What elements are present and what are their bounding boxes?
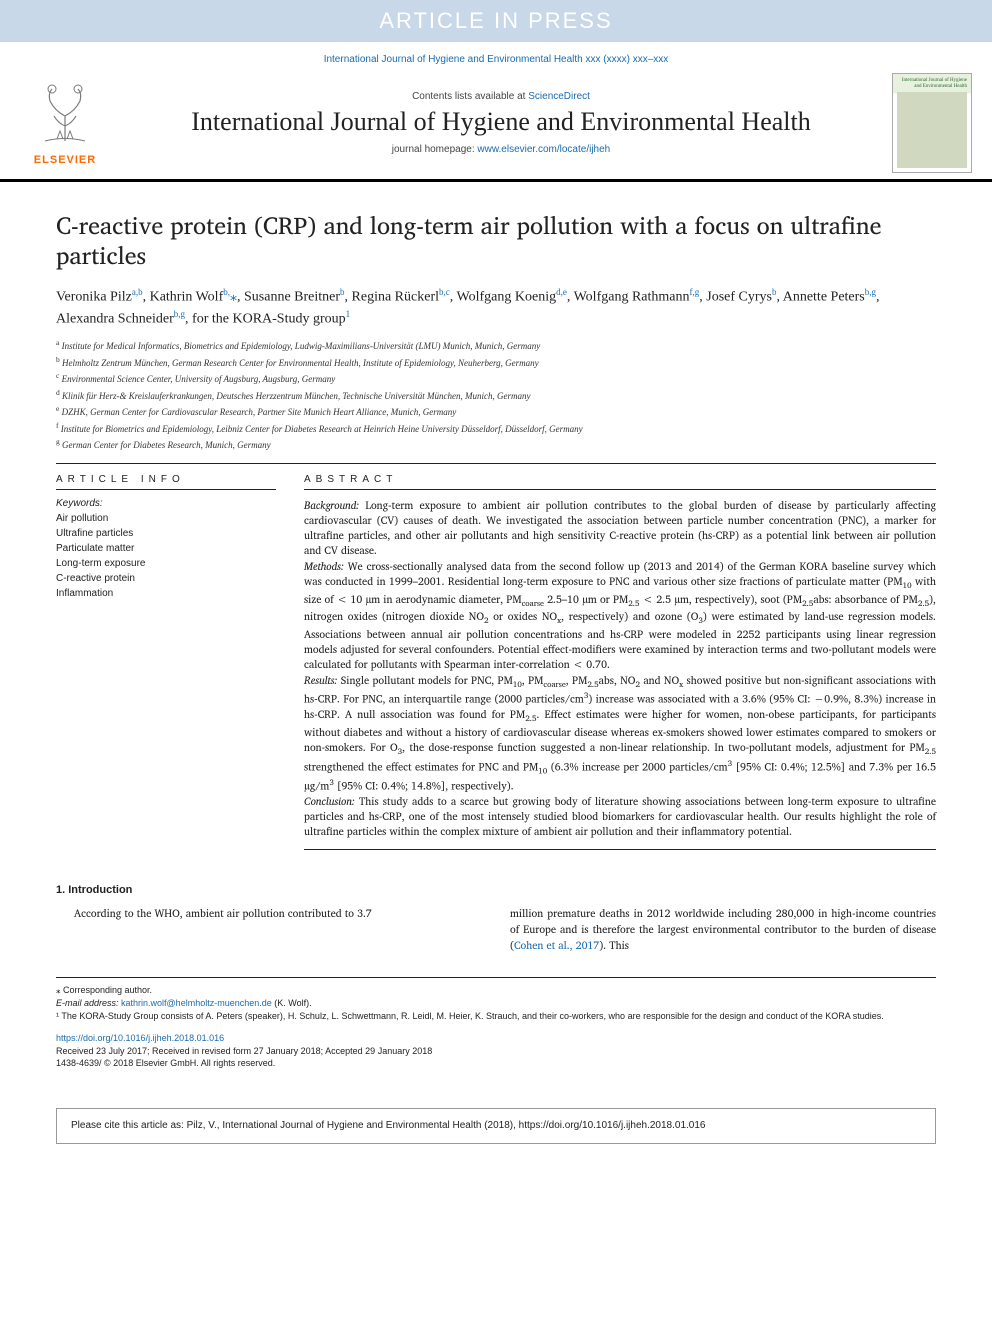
abstract-label: ABSTRACT bbox=[304, 474, 936, 485]
email-suffix: (K. Wolf). bbox=[272, 998, 312, 1008]
footnotes: ⁎ Corresponding author. E-mail address: … bbox=[56, 977, 936, 1022]
homepage-prefix: journal homepage: bbox=[392, 144, 478, 155]
affiliation-line: c Environmental Science Center, Universi… bbox=[56, 370, 936, 387]
email-line: E-mail address: kathrin.wolf@helmholtz-m… bbox=[56, 997, 936, 1010]
affiliation-line: e DZHK, German Center for Cardiovascular… bbox=[56, 403, 936, 420]
email-link[interactable]: kathrin.wolf@helmholtz-muenchen.de bbox=[121, 998, 272, 1008]
keyword: Air pollution bbox=[56, 511, 276, 526]
article-info-label: ARTICLE INFO bbox=[56, 474, 276, 485]
article-info-rule bbox=[56, 489, 276, 490]
info-abstract-row: ARTICLE INFO Keywords: Air pollutionUltr… bbox=[56, 474, 936, 858]
cover-title: International Journal of Hygiene and Env… bbox=[897, 78, 967, 89]
abstract-results: Results: Single pollutant models for PNC… bbox=[304, 673, 936, 794]
journal-header: ELSEVIER Contents lists available at Sci… bbox=[0, 73, 992, 182]
intro-right: million premature deaths in 2012 worldwi… bbox=[510, 906, 936, 953]
article-in-press-banner: ARTICLE IN PRESS bbox=[0, 0, 992, 42]
keyword: Inflammation bbox=[56, 586, 276, 601]
elsevier-label: ELSEVIER bbox=[34, 154, 96, 166]
homepage-line: journal homepage: www.elsevier.com/locat… bbox=[110, 144, 892, 155]
separator bbox=[56, 463, 936, 464]
affiliation-line: b Helmholtz Zentrum München, German Rese… bbox=[56, 354, 936, 371]
abstract-rule bbox=[304, 489, 936, 490]
keywords-list: Air pollutionUltrafine particlesParticul… bbox=[56, 511, 276, 601]
doi-block: https://doi.org/10.1016/j.ijheh.2018.01.… bbox=[56, 1032, 936, 1070]
keyword: Particulate matter bbox=[56, 541, 276, 556]
doi-link[interactable]: https://doi.org/10.1016/j.ijheh.2018.01.… bbox=[56, 1033, 224, 1043]
abstract-end-rule bbox=[304, 849, 936, 850]
introduction-heading: 1. Introduction bbox=[56, 884, 936, 896]
article-title: C-reactive protein (CRP) and long-term a… bbox=[56, 210, 936, 270]
abstract-conclusion: Conclusion: This study adds to a scarce … bbox=[304, 794, 936, 840]
contents-line: Contents lists available at ScienceDirec… bbox=[110, 91, 892, 102]
study-group-note: ¹ The KORA-Study Group consists of A. Pe… bbox=[56, 1010, 936, 1023]
keyword: Ultrafine particles bbox=[56, 526, 276, 541]
keywords-label: Keywords: bbox=[56, 498, 276, 509]
journal-reference: International Journal of Hygiene and Env… bbox=[0, 42, 992, 73]
elsevier-logo: ELSEVIER bbox=[20, 73, 110, 173]
authors: Veronika Pilza,b, Kathrin Wolfb,⁎, Susan… bbox=[56, 286, 936, 329]
affiliations: a Institute for Medical Informatics, Bio… bbox=[56, 337, 936, 453]
intro-right-post: ). This bbox=[599, 936, 629, 954]
corresponding-author-note: ⁎ Corresponding author. bbox=[56, 984, 936, 997]
elsevier-tree-icon bbox=[30, 81, 100, 151]
issn-line: 1438-4639/ © 2018 Elsevier GmbH. All rig… bbox=[56, 1057, 936, 1070]
keyword: C-reactive protein bbox=[56, 571, 276, 586]
introduction-columns: According to the WHO, ambient air pollut… bbox=[56, 906, 936, 953]
email-label: E-mail address: bbox=[56, 998, 121, 1008]
keyword: Long-term exposure bbox=[56, 556, 276, 571]
citation-box: Please cite this article as: Pilz, V., I… bbox=[56, 1108, 936, 1144]
journal-title: International Journal of Hygiene and Env… bbox=[110, 106, 892, 137]
affiliation-line: f Institute for Biometrics and Epidemiol… bbox=[56, 420, 936, 437]
affiliation-line: g German Center for Diabetes Research, M… bbox=[56, 436, 936, 453]
sciencedirect-link[interactable]: ScienceDirect bbox=[528, 91, 590, 102]
abstract-background: Background: Long-term exposure to ambien… bbox=[304, 498, 936, 559]
received-line: Received 23 July 2017; Received in revis… bbox=[56, 1045, 936, 1058]
affiliation-line: a Institute for Medical Informatics, Bio… bbox=[56, 337, 936, 354]
affiliation-line: d Klinik für Herz-& Kreislauferkrankunge… bbox=[56, 387, 936, 404]
abstract-text: Background: Long-term exposure to ambien… bbox=[304, 498, 936, 839]
intro-left: According to the WHO, ambient air pollut… bbox=[56, 906, 482, 922]
cohen-citation-link[interactable]: Cohen et al., 2017 bbox=[514, 936, 599, 954]
journal-cover-thumbnail: International Journal of Hygiene and Env… bbox=[892, 73, 972, 173]
homepage-link[interactable]: www.elsevier.com/locate/ijheh bbox=[477, 144, 610, 155]
abstract-methods: Methods: We cross-sectionally analysed d… bbox=[304, 559, 936, 673]
contents-prefix: Contents lists available at bbox=[412, 91, 528, 102]
